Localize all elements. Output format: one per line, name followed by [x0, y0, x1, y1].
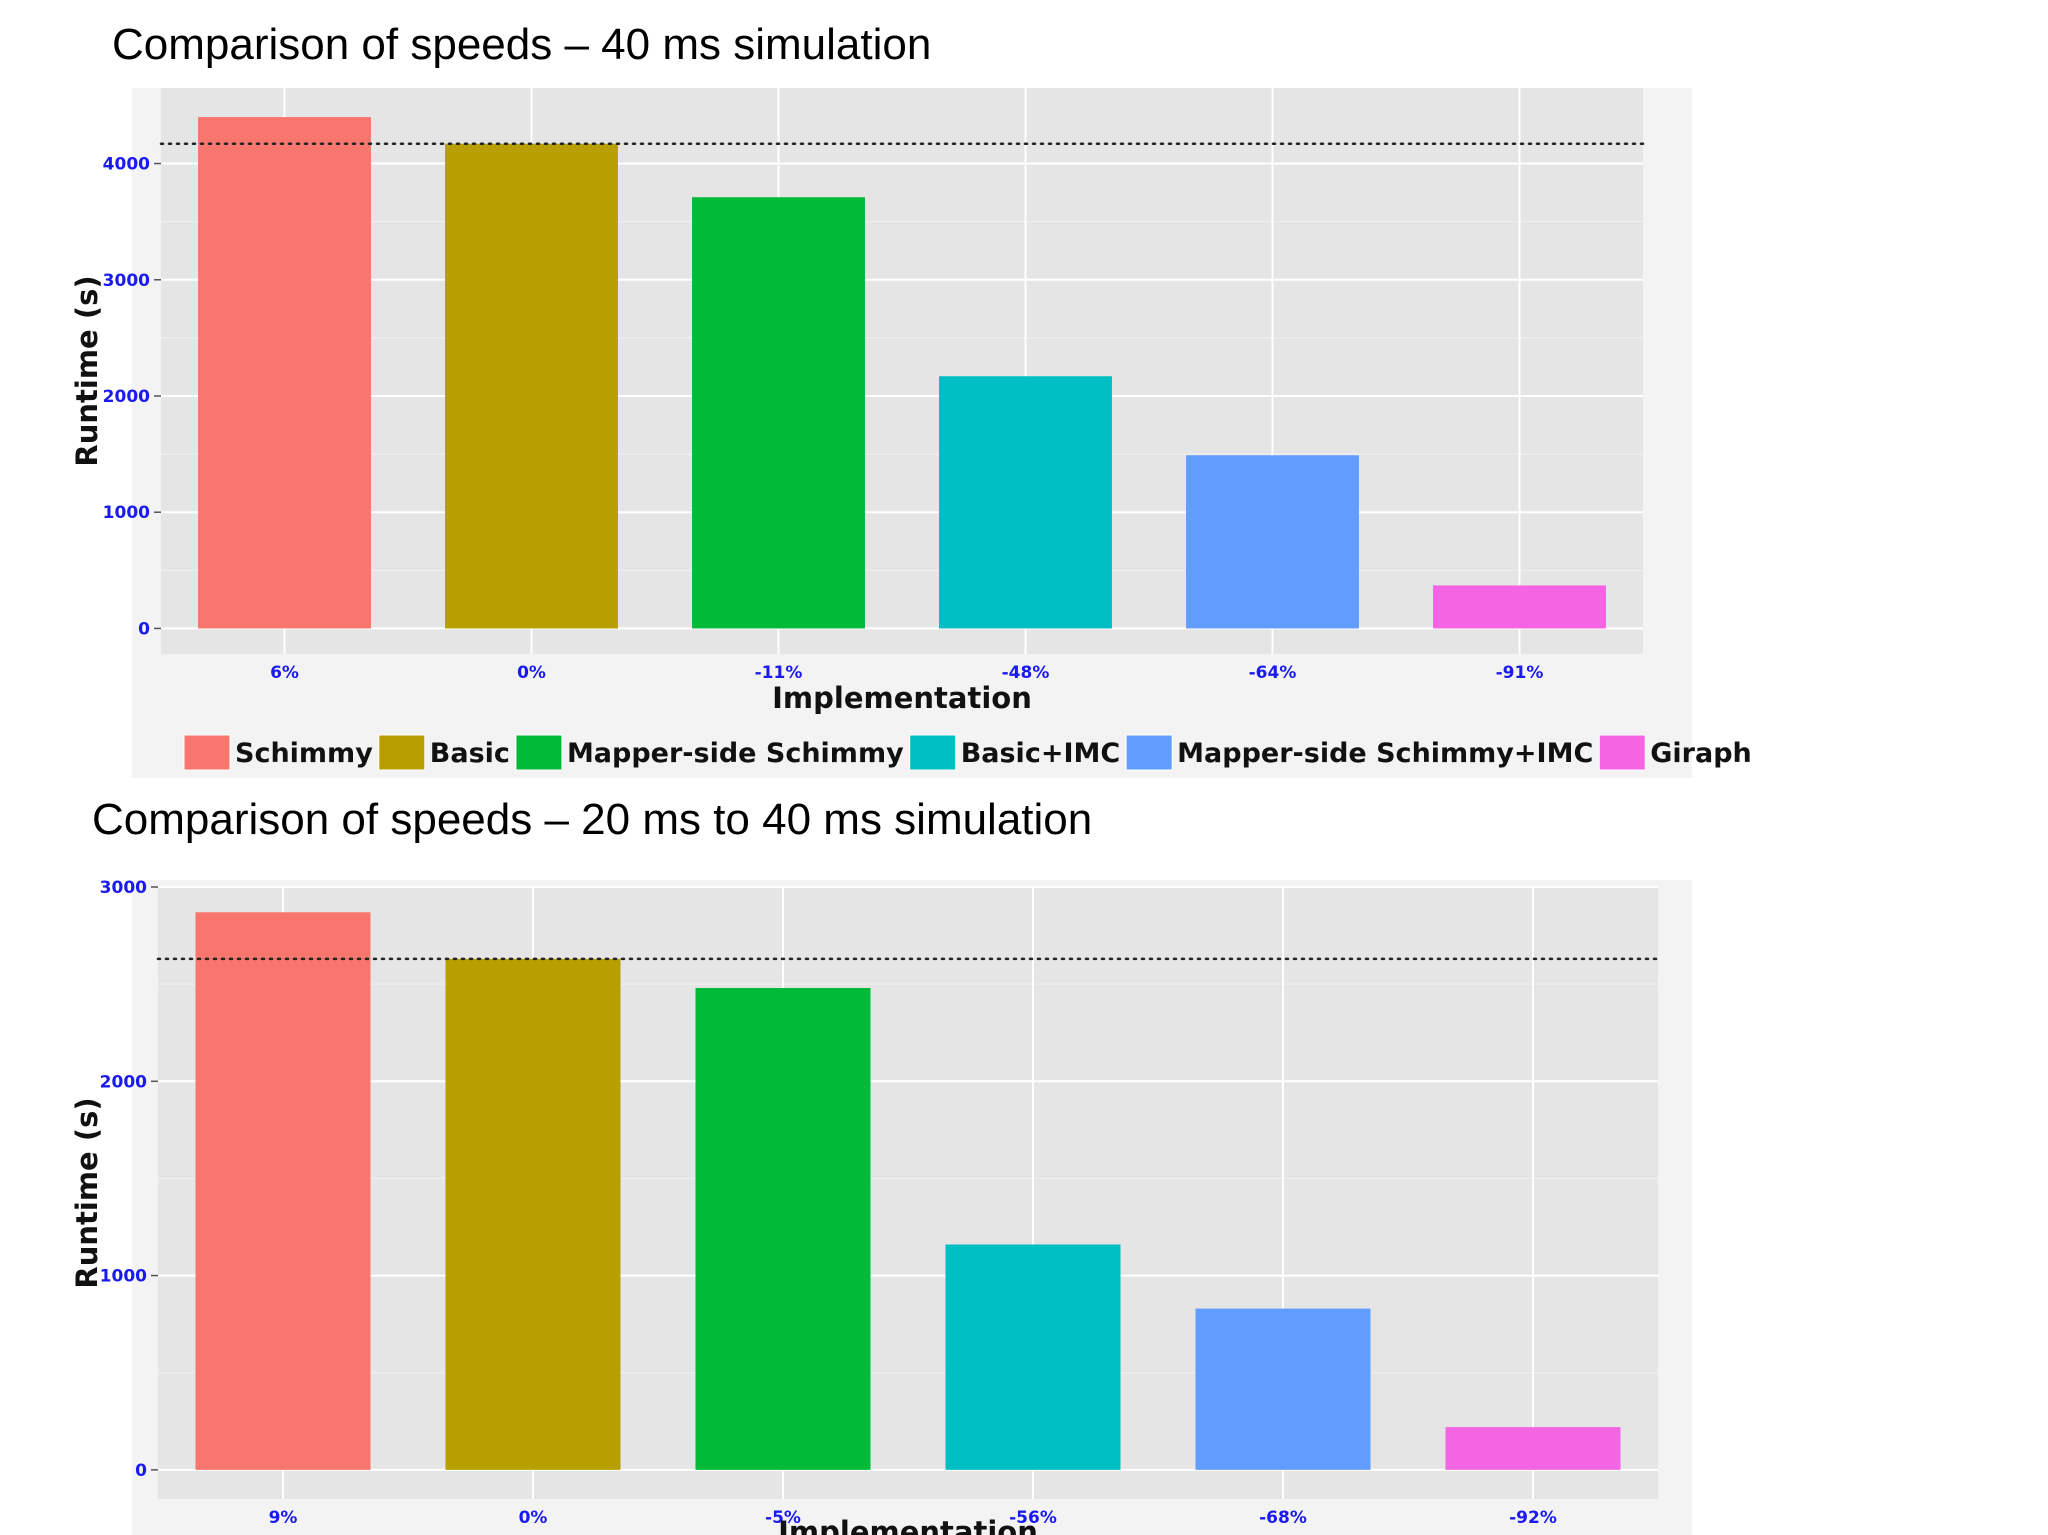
bottom-slide-title: Comparison of speeds – 20 ms to 40 ms si…	[92, 795, 1093, 844]
top-y-tick-label: 1000	[103, 503, 150, 523]
bottom-x-tick-label: -68%	[1259, 1508, 1307, 1528]
top-y-tick-label: 3000	[103, 271, 150, 291]
bottom-x-tick-label: -5%	[765, 1508, 801, 1528]
bottom-y-axis-title: Runtime (s)	[70, 1097, 104, 1288]
top-bar-mapper-side-schimmy-imc	[1186, 455, 1359, 629]
legend: Schimmy Basic Mapper-side Schimmy Basic+IMC…	[183, 734, 1752, 771]
bottom-y-tick-label: 2000	[100, 1072, 147, 1092]
top-y-axis-title: Runtime (s)	[70, 275, 104, 466]
top-chart: 0 1000 2000 3000 4000 6% 0% -11% -48% -64% -91% Imp…	[70, 88, 1645, 715]
bottom-bar-basic	[445, 958, 621, 1470]
top-bar-basic	[445, 143, 618, 629]
top-x-tick-label: -48%	[1002, 663, 1050, 683]
bottom-x-tick-label: 0%	[519, 1508, 548, 1528]
top-bar-mapper-side-schimmy	[692, 197, 865, 629]
legend-swatch-mapper-side-schimmy	[515, 734, 563, 771]
legend-label-schimmy: Schimmy	[235, 738, 373, 769]
legend-label-basic-imc: Basic+IMC	[961, 738, 1120, 769]
top-x-tick-label: -64%	[1249, 663, 1297, 683]
legend-label-mapper-side-schimmy: Mapper-side Schimmy	[567, 738, 904, 769]
top-bar-basic-imc	[939, 376, 1112, 629]
legend-swatch-giraph	[1598, 734, 1646, 771]
bottom-bar-mapper-side-schimmy	[695, 988, 871, 1470]
bottom-x-tick-label: 9%	[269, 1508, 298, 1528]
top-slide-title: Comparison of speeds – 40 ms simulation	[112, 20, 932, 69]
top-y-tick-label: 4000	[103, 155, 150, 175]
bottom-bar-giraph	[1445, 1427, 1621, 1470]
legend-label-mapper-side-schimmy-imc: Mapper-side Schimmy+IMC	[1177, 738, 1593, 769]
top-x-tick-label: -91%	[1496, 663, 1544, 683]
top-x-tick-label: -11%	[755, 663, 803, 683]
top-bar-schimmy	[198, 117, 371, 629]
bottom-bar-mapper-side-schimmy-imc	[1195, 1308, 1371, 1470]
bottom-y-tick-label: 3000	[100, 878, 147, 898]
top-x-axis-title: Implementation	[772, 681, 1032, 715]
bottom-bar-schimmy	[195, 912, 371, 1470]
legend-label-giraph: Giraph	[1650, 738, 1752, 769]
bottom-plot-panel	[158, 887, 1658, 1499]
bottom-x-tick-label: -92%	[1509, 1508, 1557, 1528]
top-bar-giraph	[1433, 585, 1606, 629]
legend-swatch-basic	[378, 734, 426, 771]
bottom-y-tick-label: 0	[135, 1461, 147, 1481]
top-x-tick-label: 0%	[517, 663, 546, 683]
top-y-tick-label: 0	[138, 619, 150, 639]
legend-label-basic: Basic	[430, 738, 510, 769]
top-x-tick-label: 6%	[270, 663, 299, 683]
bottom-y-tick-label: 1000	[100, 1267, 147, 1287]
bottom-chart: 0 1000 2000 3000 9% 0% -5% -56% -68% -92% Implemen…	[70, 878, 1660, 1535]
bottom-x-tick-label: -56%	[1009, 1508, 1057, 1528]
bottom-x-axis-title: Implementation	[778, 1515, 1038, 1535]
legend-swatch-basic-imc	[909, 734, 957, 771]
legend-swatch-schimmy	[183, 734, 231, 771]
top-y-tick-label: 2000	[103, 387, 150, 407]
bottom-bar-basic-imc	[945, 1244, 1121, 1470]
top-plot-panel	[161, 88, 1643, 654]
legend-swatch-mapper-side-schimmy-imc	[1125, 734, 1173, 771]
